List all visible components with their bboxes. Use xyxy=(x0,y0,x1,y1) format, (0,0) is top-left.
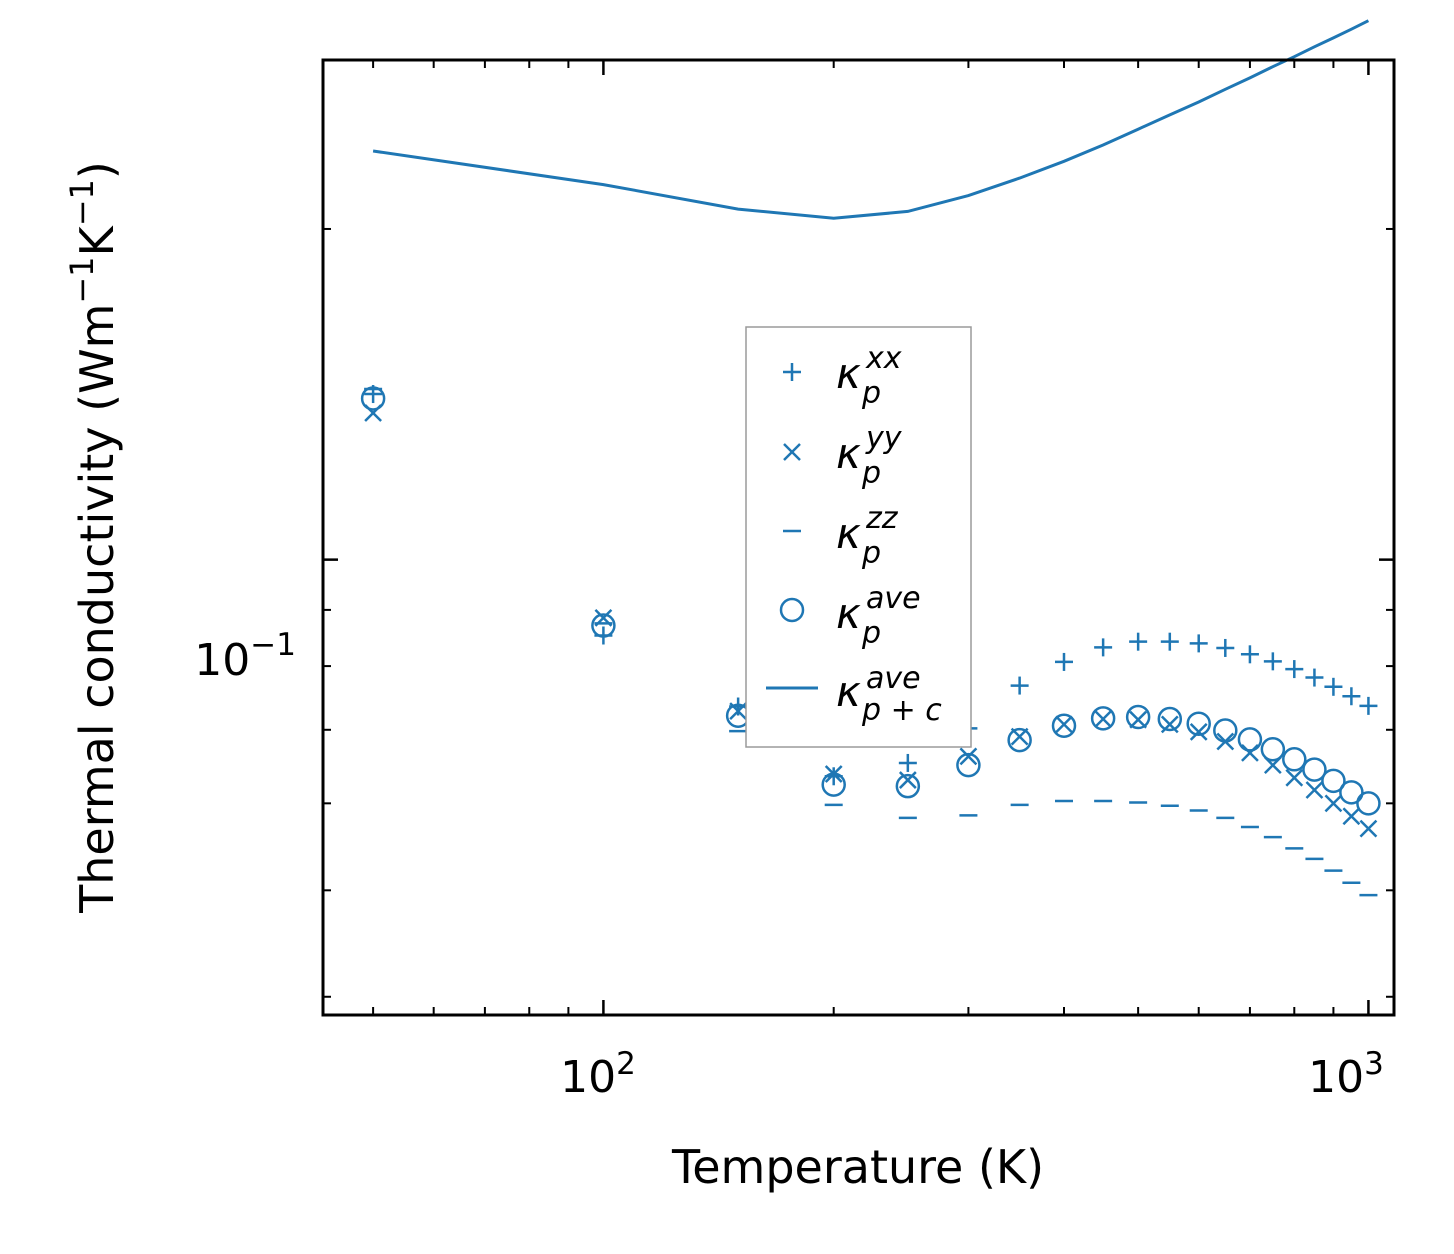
legend-markers xyxy=(766,363,818,690)
point-kave-850 xyxy=(1302,757,1327,782)
legend-label-kpc: κ ave p + c xyxy=(836,661,942,728)
point-kave-250 xyxy=(895,773,921,799)
point-kxx-950 xyxy=(1342,687,1361,706)
point-kxx-750 xyxy=(1263,652,1282,671)
point-kxx-250 xyxy=(898,753,917,772)
x-tick-label-1000: 103 xyxy=(1308,1046,1384,1103)
point-kyy-850 xyxy=(1305,781,1324,799)
y-tick-label-0.1: 10−1 xyxy=(194,627,296,686)
legend-marker-kyy xyxy=(783,443,801,461)
line-kpc xyxy=(372,19,1370,220)
point-kxx-350 xyxy=(1010,676,1029,695)
point-kave-100 xyxy=(591,613,616,638)
point-kxx-450 xyxy=(1094,638,1113,657)
point-kyy-450 xyxy=(1094,710,1113,728)
y-axis-label: Thermal conductivity (Wm−1K−1) xyxy=(63,161,124,914)
point-kyy-800 xyxy=(1285,768,1304,787)
point-kave-900 xyxy=(1321,768,1346,794)
point-kyy-300 xyxy=(959,747,978,766)
point-kxx-650 xyxy=(1216,638,1235,657)
point-kxx-1000 xyxy=(1359,696,1378,715)
point-kxx-600 xyxy=(1189,634,1208,653)
point-kave-200 xyxy=(821,772,846,797)
legend-marker-kxx xyxy=(783,363,801,381)
major-ticks xyxy=(323,60,1394,1015)
plot-frame xyxy=(321,58,1396,1017)
point-kyy-600 xyxy=(1189,722,1208,741)
x-axis-label: Temperature (K) xyxy=(671,1140,1044,1194)
data-layer xyxy=(360,19,1381,897)
point-kave-750 xyxy=(1260,737,1286,762)
series-kyy xyxy=(364,404,1378,838)
point-kxx-500 xyxy=(1129,632,1148,651)
point-kxx-700 xyxy=(1240,645,1259,664)
legend-label-kxx: κ xx p xyxy=(836,341,902,411)
legend: κ xx p κ yy p κ zz p κ ave p κ ave p + c xyxy=(745,326,972,748)
point-kxx-850 xyxy=(1305,668,1324,687)
point-kave-450 xyxy=(1090,706,1116,731)
point-kyy-500 xyxy=(1129,710,1148,729)
series-kzz xyxy=(364,387,1378,897)
point-kave-500 xyxy=(1125,704,1151,730)
point-kxx-800 xyxy=(1285,660,1304,679)
legend-box xyxy=(745,326,972,748)
x-tick-label-100: 102 xyxy=(560,1046,636,1103)
point-kyy-1000 xyxy=(1359,819,1378,838)
point-kxx-400 xyxy=(1054,652,1073,671)
point-kave-1000 xyxy=(1356,791,1381,816)
point-kave-600 xyxy=(1186,711,1211,736)
point-kyy-700 xyxy=(1241,743,1259,762)
point-kxx-900 xyxy=(1324,677,1343,696)
legend-marker-kave xyxy=(779,597,805,623)
point-kxx-550 xyxy=(1160,632,1179,651)
point-kave-350 xyxy=(1007,727,1032,753)
point-kave-50 xyxy=(360,386,386,411)
series-kpc xyxy=(372,19,1370,220)
point-kyy-400 xyxy=(1055,715,1073,734)
point-kyy-950 xyxy=(1342,807,1361,826)
point-kave-700 xyxy=(1237,727,1263,752)
point-kave-650 xyxy=(1213,718,1238,743)
legend-label-kave: κ ave p xyxy=(836,581,921,651)
series-kave xyxy=(360,386,1381,816)
point-kave-950 xyxy=(1339,780,1364,805)
point-kave-550 xyxy=(1157,706,1183,732)
series-kxx xyxy=(364,385,1378,786)
point-kave-400 xyxy=(1051,713,1077,738)
point-kave-300 xyxy=(956,752,981,778)
point-kyy-900 xyxy=(1324,794,1343,813)
legend-label-kyy: κ yy p xyxy=(836,421,903,491)
point-kyy-250 xyxy=(898,771,917,789)
point-kave-800 xyxy=(1282,747,1307,772)
legend-label-kzz: κ zz p xyxy=(836,501,899,571)
